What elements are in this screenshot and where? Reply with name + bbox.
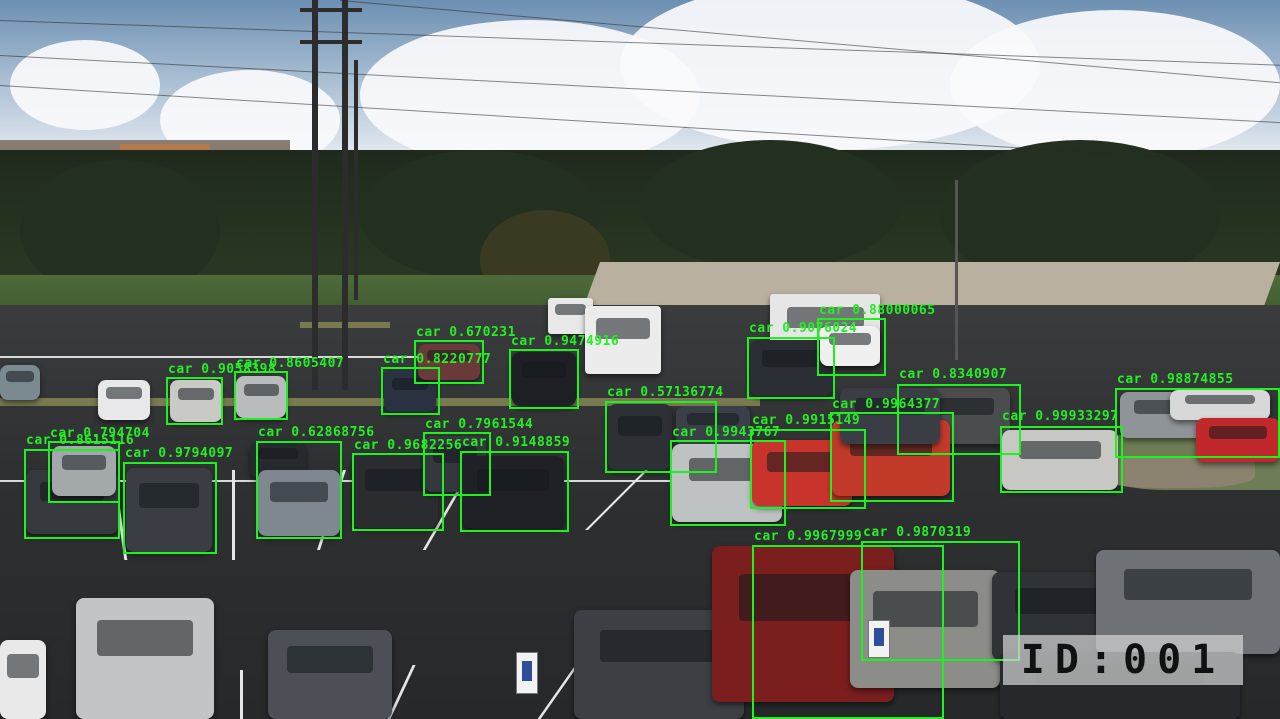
parked-car: [0, 365, 40, 400]
detection-label: car 0.8615116: [26, 433, 135, 448]
detection-box: [861, 541, 1020, 661]
lane-line: [0, 480, 700, 482]
accessible-parking-sign: [516, 652, 538, 694]
detection-box: [752, 545, 944, 719]
parked-car: [608, 404, 672, 470]
cloud: [950, 10, 1280, 160]
detection-label: car 0.8340907: [899, 367, 1008, 382]
detection-box: [605, 401, 717, 473]
accessible-parking-sign: [868, 620, 890, 658]
detection-label: car 0.99933297: [1002, 409, 1119, 424]
detection-label: car 0.9964377: [832, 397, 941, 412]
detection-box: [897, 384, 1021, 455]
cloud: [10, 40, 160, 130]
parked-car: [418, 344, 480, 380]
detection-box: [1000, 426, 1123, 493]
parked-car: [236, 376, 286, 418]
detection-box: [166, 377, 223, 425]
detection-box: [381, 367, 440, 415]
parked-car: [258, 470, 340, 536]
detection-box: [352, 453, 444, 531]
detection-box: [750, 429, 866, 509]
detection-label: car 0.57136774: [607, 385, 724, 400]
parked-car: [98, 380, 150, 420]
detection-label: car 0.670231: [416, 325, 516, 340]
detection-label: car 0.8605407: [236, 356, 345, 371]
detection-label: car 0.9682256: [354, 438, 463, 453]
detection-label: car 0.9076024: [749, 321, 858, 336]
parked-car: [1196, 418, 1280, 462]
detection-box: [234, 371, 288, 420]
detection-box: [830, 412, 954, 502]
parked-car: [126, 468, 212, 552]
parked-car: [170, 380, 222, 422]
median: [0, 398, 760, 406]
detection-box: [460, 451, 569, 532]
parked-car: [462, 456, 564, 528]
parked-car: [840, 388, 940, 444]
detection-box: [414, 340, 484, 384]
detection-label: car 0.9794097: [125, 446, 234, 461]
pole-crossarm: [300, 40, 362, 44]
detection-box: [123, 462, 217, 554]
detection-box: [256, 441, 342, 539]
parked-car: [52, 446, 116, 496]
detection-label: car 0.9058398: [168, 362, 277, 377]
utility-pole: [342, 0, 348, 390]
detection-label: car 0.88000065: [819, 303, 936, 318]
parked-car: [1002, 430, 1118, 490]
lane-line: [0, 356, 420, 358]
parking-stripe: [232, 470, 235, 560]
tree: [640, 140, 900, 270]
pole-crossarm: [300, 8, 362, 12]
detection-box: [747, 337, 835, 399]
detection-label: car 0.7961544: [425, 417, 534, 432]
detection-label: car 0.9148859: [462, 435, 571, 450]
detection-label: car 0.9967999: [754, 529, 863, 544]
detection-box: [24, 449, 120, 539]
detection-label: car 0.9474916: [511, 334, 620, 349]
detection-label: car 0.9870319: [863, 525, 972, 540]
detection-box: [1115, 388, 1280, 458]
van: [585, 306, 661, 374]
parked-car: [268, 630, 392, 719]
detection-box: [670, 440, 786, 526]
detection-label: car 0.9943767: [672, 425, 781, 440]
parked-car: [0, 640, 46, 719]
light-pole: [955, 180, 958, 360]
detection-box: [817, 318, 886, 376]
camera-id-tag: ID:001: [1003, 635, 1243, 685]
parked-car: [512, 352, 576, 406]
detection-label: car 0.98874855: [1117, 372, 1234, 387]
detection-label: car 0.794704: [50, 426, 150, 441]
detection-box: [423, 432, 491, 496]
utility-pole: [354, 60, 358, 300]
utility-pole: [312, 0, 318, 390]
detection-label: car 0.9915149: [752, 413, 861, 428]
parked-car: [1170, 390, 1270, 420]
detection-label: car 0.62868756: [258, 425, 375, 440]
parked-car: [676, 406, 750, 446]
parked-car: [820, 326, 880, 366]
parking-stripe: [240, 670, 243, 719]
detection-label: car 0.8220777: [383, 352, 492, 367]
detection-box: [509, 349, 579, 409]
parked-car: [76, 598, 214, 719]
